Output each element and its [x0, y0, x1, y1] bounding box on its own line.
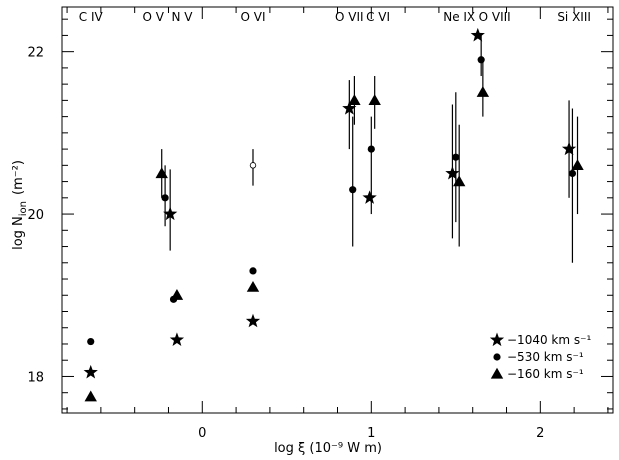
ion-label: N V: [172, 10, 194, 24]
star-marker: [245, 313, 261, 328]
legend-label: −530 km s⁻¹: [507, 350, 584, 364]
star-marker: [561, 141, 577, 156]
x-tick-label: 0: [198, 426, 206, 441]
star-marker: [489, 332, 505, 347]
legend-label: −160 km s⁻¹: [507, 367, 584, 381]
dot-marker: [161, 194, 169, 202]
dot-marker: [493, 353, 501, 361]
star-marker: [362, 190, 377, 204]
triangle-marker: [490, 367, 504, 379]
star-marker: [445, 165, 460, 180]
ion-labels: C IV O V N V O VI O VII C VI Ne IX O VIII Si XII…: [79, 10, 591, 24]
axis-ticks: 0 1 2 18 20 22: [27, 7, 613, 441]
dot-marker: [477, 56, 485, 64]
x-tick-label: 2: [536, 426, 544, 441]
dot-marker: [367, 145, 375, 153]
ion-label: O VIII: [479, 10, 511, 24]
x-tick-label: 1: [367, 426, 375, 441]
triangle-marker: [368, 94, 381, 106]
ion-label: O VII: [335, 10, 364, 24]
ion-label: C VI: [366, 10, 390, 24]
triangle-marker: [348, 94, 361, 106]
star-marker: [163, 206, 178, 221]
ion-label: C IV: [79, 10, 104, 24]
legend: −1040 km s⁻¹ −530 km s⁻¹ −160 km s⁻¹: [489, 332, 591, 381]
triangle-marker: [452, 175, 466, 187]
y-axis-label-main: log N: [11, 216, 26, 250]
y-axis-label: log Nion (m⁻²): [11, 160, 29, 250]
svg-text:log Nion(m⁻²): log Nion (m⁻²): [11, 160, 29, 250]
ion-label: O V: [143, 10, 165, 24]
star-marker: [342, 101, 357, 115]
dot-marker: [249, 267, 257, 275]
ion-label: Si XIII: [557, 10, 591, 24]
triangle-marker: [476, 86, 490, 97]
dot-marker: [452, 153, 460, 161]
dot-marker: [568, 169, 577, 178]
open-dot-marker: [249, 162, 257, 169]
triangle-marker: [155, 167, 168, 179]
star-marker: [83, 364, 98, 379]
triangle-marker: [246, 280, 260, 292]
ion-label: Ne IX: [443, 10, 475, 24]
y-axis-label-unit: (m⁻²): [11, 160, 26, 195]
x-axis-label: log ξ (10⁻⁹ W m): [274, 441, 382, 456]
y-tick-label: 22: [27, 46, 44, 61]
data-markers: [83, 27, 584, 402]
y-axis-label-sub: ion: [18, 201, 29, 216]
ion-label: O VI: [240, 10, 265, 24]
triangle-marker: [84, 390, 97, 402]
dot-marker: [87, 337, 95, 346]
star-marker: [169, 332, 185, 346]
legend-label: −1040 km s⁻¹: [507, 333, 591, 347]
dot-marker: [349, 186, 357, 194]
triangle-marker: [571, 159, 584, 170]
triangle-marker: [170, 289, 184, 300]
star-marker: [470, 27, 485, 42]
y-tick-label: 18: [27, 370, 44, 385]
y-tick-label: 20: [27, 208, 44, 223]
